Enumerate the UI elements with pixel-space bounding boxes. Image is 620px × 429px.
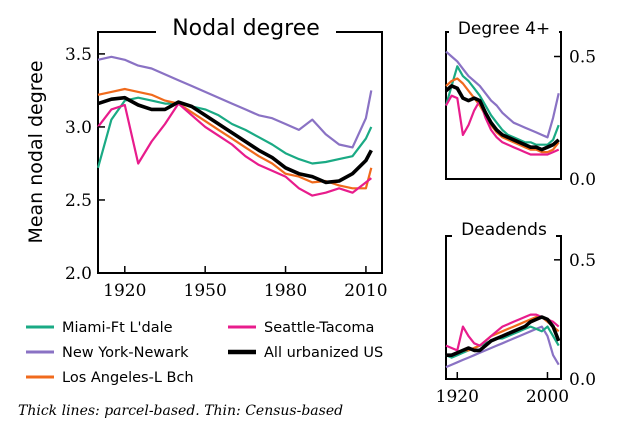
title-backdrop (452, 216, 556, 242)
series-line-miami (96, 96, 373, 169)
legend-label: Los Angeles-L Bch (62, 370, 194, 386)
panel-frame (445, 31, 562, 180)
legend: Miami-Ft L'dale New York-Newark Los Ange… (26, 320, 383, 386)
x-tick-label: 1920 (436, 387, 479, 407)
panel-degree-4plus: 0.0 0.5 Degree 4+ (444, 14, 596, 190)
series-lines (444, 50, 560, 156)
y-axis-label: Mean nodal degree (25, 60, 47, 243)
series-lines (445, 313, 561, 369)
series-line-seattle (97, 102, 372, 197)
legend-entry-miami: Miami-Ft L'dale (26, 320, 173, 336)
legend-label: New York-Newark (62, 345, 189, 361)
y-tick-label: 0.0 (569, 170, 596, 190)
y-tick-label: 0.5 (569, 251, 596, 271)
legend-entry-newyork: New York-Newark (26, 345, 189, 361)
x-tick-label: 1980 (264, 281, 307, 301)
y-tick-label: 3.5 (65, 45, 92, 65)
legend-entry-losangeles: Los Angeles-L Bch (26, 370, 194, 386)
panel-deadends: 0.0 0.5 1920 2000 Deadends (436, 216, 596, 407)
axis-ticks: 2.0 2.5 3.0 3.5 1920 1950 1980 2010 (65, 45, 388, 301)
y-tick-label: 2.0 (65, 264, 92, 284)
title-backdrop (449, 14, 559, 40)
chart-title-nodal-degree: Nodal degree (172, 16, 320, 41)
legend-label: All urbanized US (264, 345, 383, 361)
y-tick-label: 2.5 (65, 191, 92, 211)
series-line-newyork (97, 55, 373, 149)
x-tick-label: 1920 (103, 281, 146, 301)
y-tick-label: 0.5 (569, 48, 596, 68)
y-tick-label: 0.0 (569, 370, 596, 390)
axis-ticks: 0.0 0.5 (554, 48, 596, 190)
series-line-allus (446, 315, 561, 358)
axis-ticks: 0.0 0.5 1920 2000 (436, 251, 596, 407)
legend-entry-allus: All urbanized US (228, 345, 383, 361)
chart-title-degree-4plus: Degree 4+ (458, 19, 550, 39)
series-line-miami (445, 325, 560, 359)
series-line-seattle (445, 94, 560, 156)
y-tick-label: 3.0 (65, 118, 92, 138)
legend-entry-seattle: Seattle-Tacoma (228, 320, 374, 336)
legend-label: Seattle-Tacoma (264, 320, 374, 336)
title-backdrop (156, 12, 336, 42)
chart-title-deadends: Deadends (461, 220, 547, 240)
series-line-miami (444, 65, 560, 146)
series-line-losangeles (445, 77, 560, 154)
x-tick-label: 1950 (184, 281, 227, 301)
panel-frame (445, 235, 562, 380)
series-line-allus (444, 84, 560, 152)
series-line-newyork (445, 325, 560, 369)
x-tick-label: 2010 (344, 281, 387, 301)
legend-label: Miami-Ft L'dale (62, 320, 173, 336)
series-line-newyork (445, 50, 560, 139)
x-tick-label: 2000 (526, 387, 569, 407)
series-line-allus (97, 95, 373, 185)
series-lines (96, 55, 373, 197)
panel-nodal-degree: 2.0 2.5 3.0 3.5 1920 1950 1980 2010 Nodal degre… (25, 12, 388, 301)
figure-caption: Thick lines: parcel-based. Thin: Census-… (18, 403, 343, 419)
